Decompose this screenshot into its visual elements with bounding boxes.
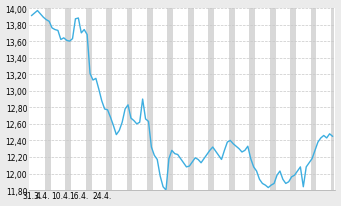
Bar [208, 9, 214, 190]
Bar [188, 9, 194, 190]
Bar [270, 9, 276, 190]
Bar [290, 9, 296, 190]
Bar [45, 9, 50, 190]
Bar [147, 9, 153, 190]
Bar [65, 9, 71, 190]
Bar [311, 9, 316, 190]
Bar [249, 9, 255, 190]
Bar [86, 9, 91, 190]
Bar [167, 9, 173, 190]
Bar [127, 9, 132, 190]
Bar [331, 9, 334, 190]
Bar [229, 9, 235, 190]
Bar [106, 9, 112, 190]
